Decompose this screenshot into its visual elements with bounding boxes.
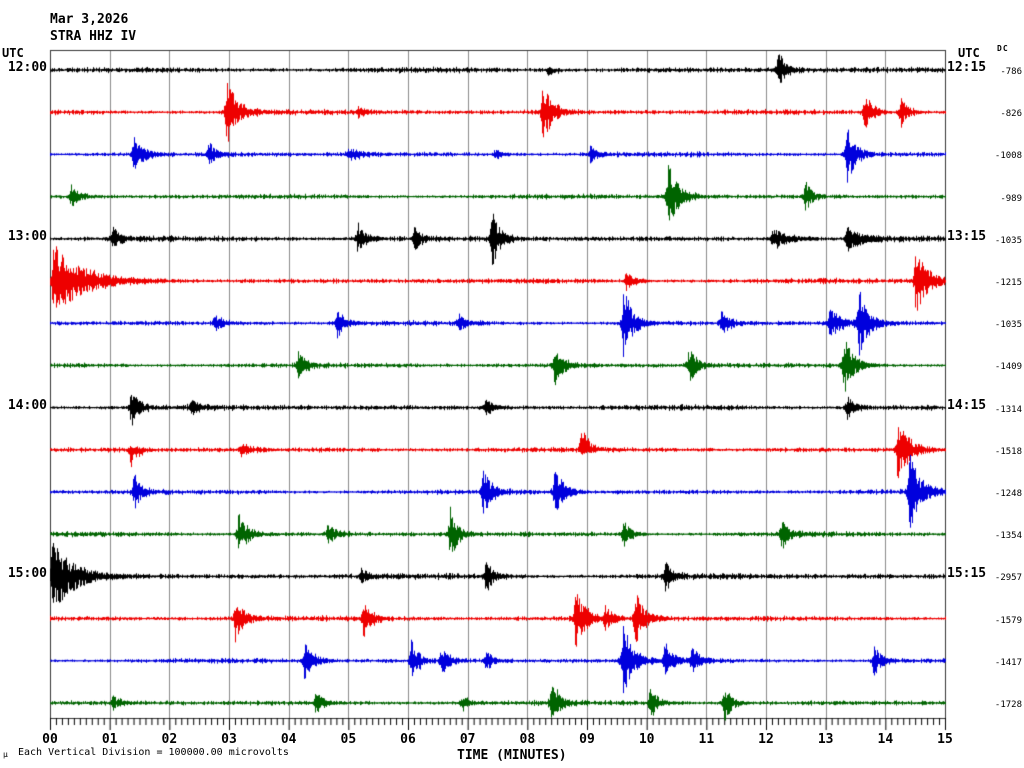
dc-value-label: -1409: [994, 362, 1022, 373]
left-hour-label: 15:00: [7, 566, 47, 582]
dc-value-label: -1579: [994, 615, 1022, 626]
title-station: STRA HHZ IV: [50, 29, 137, 44]
x-tick-label: 09: [579, 732, 595, 747]
dc-value-label: -1035: [994, 320, 1022, 331]
x-tick-label: 02: [161, 732, 178, 747]
x-tick-label: 15: [937, 732, 953, 747]
right-utc-header: UTC: [958, 46, 980, 60]
dc-value-label: -1354: [994, 531, 1022, 542]
microvolt-glyph: μ: [3, 750, 8, 759]
right-hour-label: 13:15: [947, 228, 987, 244]
dc-value-label: -1417: [994, 657, 1022, 668]
right-hour-label: 14:15: [947, 397, 987, 413]
x-tick-label: 01: [101, 732, 118, 747]
dc-value-label: -2957: [994, 573, 1022, 584]
x-axis-label: TIME (MINUTES): [457, 748, 567, 763]
dc-header: DC: [997, 44, 1009, 53]
x-tick-label: 00: [42, 732, 58, 747]
dc-value-label: -1248: [994, 489, 1022, 499]
x-tick-label: 04: [280, 732, 297, 747]
x-tick-label: 14: [877, 732, 894, 747]
dc-value-label: -989: [1000, 193, 1022, 204]
x-tick-label: 05: [340, 732, 357, 747]
x-tick-label: 03: [221, 732, 237, 747]
x-tick-label: 11: [698, 732, 715, 747]
dc-value-label: -1728: [994, 700, 1022, 710]
x-tick-label: 12: [758, 732, 774, 747]
left-utc-header: UTC: [2, 46, 24, 60]
dc-value-label: -1215: [994, 278, 1022, 288]
left-hour-label: 12:00: [7, 60, 47, 75]
dc-value-label: -1314: [994, 404, 1022, 415]
left-hour-label: 14:00: [7, 397, 47, 413]
right-hour-label: 15:15: [947, 566, 987, 582]
scale-footer: Each Vertical Division = 100000.00 micro…: [18, 747, 289, 758]
dc-value-label: -1518: [994, 446, 1022, 457]
x-tick-label: 06: [400, 732, 416, 747]
x-tick-label: 08: [519, 732, 536, 747]
dc-value-label: -786: [1000, 67, 1022, 77]
title-date: Mar 3,2026: [50, 12, 129, 27]
right-hour-label: 12:15: [947, 60, 987, 75]
x-tick-label: 13: [817, 732, 834, 747]
dc-value-label: -1035: [994, 235, 1022, 246]
dc-value-label: -1008: [994, 151, 1022, 162]
dc-value-label: -826: [1000, 109, 1022, 120]
x-tick-label: 07: [459, 732, 476, 747]
x-tick-label: 10: [638, 732, 655, 747]
left-hour-label: 13:00: [7, 228, 47, 244]
